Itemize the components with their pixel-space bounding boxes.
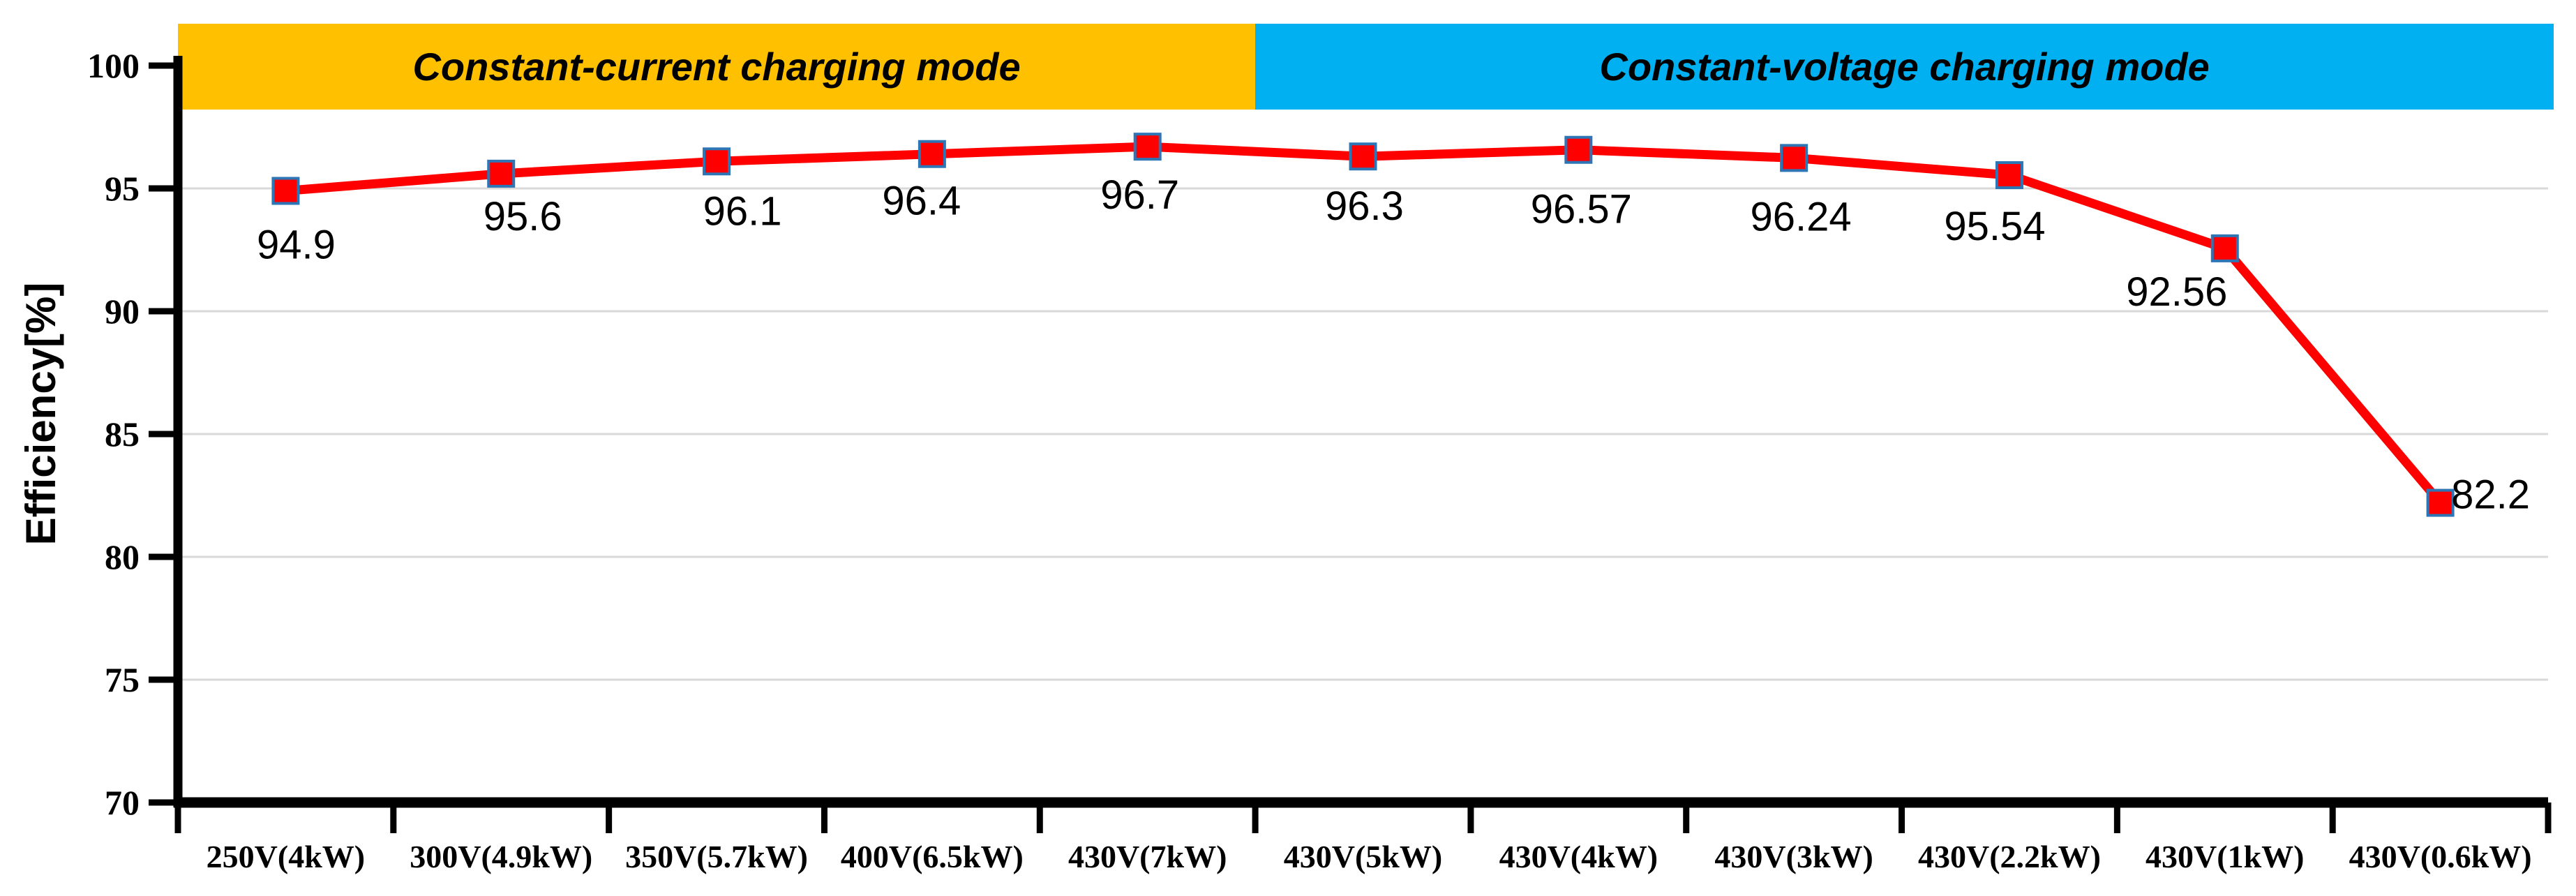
data-point-label: 96.7 bbox=[1100, 172, 1179, 218]
x-category-label: 400V(6.5kW) bbox=[841, 839, 1024, 874]
region-label-constant-current: Constant-current charging mode bbox=[412, 45, 1021, 89]
x-category-label: 430V(1kW) bbox=[2146, 839, 2304, 874]
y-tick-label: 85 bbox=[105, 415, 140, 454]
data-point-marker bbox=[271, 177, 300, 205]
data-point-label: 96.24 bbox=[1751, 194, 1852, 239]
data-point-label: 92.56 bbox=[2126, 269, 2227, 315]
region-banner-constant-current: Constant-current charging mode bbox=[178, 24, 1256, 110]
data-point-label: 94.9 bbox=[257, 223, 336, 268]
y-tick-label: 90 bbox=[105, 292, 140, 331]
data-point-label: 82.2 bbox=[2451, 472, 2530, 518]
data-point-label: 96.3 bbox=[1325, 184, 1404, 229]
x-category-label: 430V(3kW) bbox=[1714, 839, 1873, 874]
data-point-marker bbox=[703, 147, 731, 176]
data-point-marker bbox=[1349, 142, 1377, 171]
data-point-label: 96.57 bbox=[1531, 187, 1632, 232]
x-category-label: 430V(4kW) bbox=[1499, 839, 1658, 874]
x-category-label: 430V(0.6kW) bbox=[2349, 839, 2532, 874]
y-tick-label: 80 bbox=[105, 537, 140, 576]
y-axis-title: Efficiency[%] bbox=[17, 282, 64, 546]
data-point-marker bbox=[918, 140, 946, 168]
data-point-label: 95.54 bbox=[1944, 204, 2045, 249]
data-point-label: 96.1 bbox=[703, 188, 782, 234]
data-point-label: 95.6 bbox=[484, 194, 562, 239]
data-point-label: 96.4 bbox=[882, 179, 961, 224]
x-category-label: 250V(4kW) bbox=[207, 839, 365, 874]
data-point-marker bbox=[1133, 133, 1162, 161]
x-category-label: 300V(4.9kW) bbox=[410, 839, 592, 874]
x-category-label: 430V(7kW) bbox=[1068, 839, 1227, 874]
x-category-label: 430V(5kW) bbox=[1284, 839, 1442, 874]
x-category-label: 350V(5.7kW) bbox=[625, 839, 808, 874]
data-point-marker bbox=[2426, 488, 2455, 517]
y-tick-label: 95 bbox=[105, 169, 140, 208]
region-banner-constant-voltage: Constant-voltage charging mode bbox=[1255, 24, 2554, 110]
data-point-marker bbox=[1995, 160, 2023, 189]
region-label-constant-voltage: Constant-voltage charging mode bbox=[1599, 45, 2210, 89]
data-point-marker bbox=[2210, 234, 2239, 262]
data-point-marker bbox=[1780, 144, 1809, 172]
y-tick-label: 70 bbox=[105, 783, 140, 822]
x-category-label: 430V(2.2kW) bbox=[1918, 839, 2101, 874]
y-tick-label: 75 bbox=[105, 660, 140, 699]
data-point-marker bbox=[487, 159, 516, 188]
y-tick-label: 100 bbox=[87, 46, 140, 85]
data-point-marker bbox=[1564, 135, 1593, 164]
